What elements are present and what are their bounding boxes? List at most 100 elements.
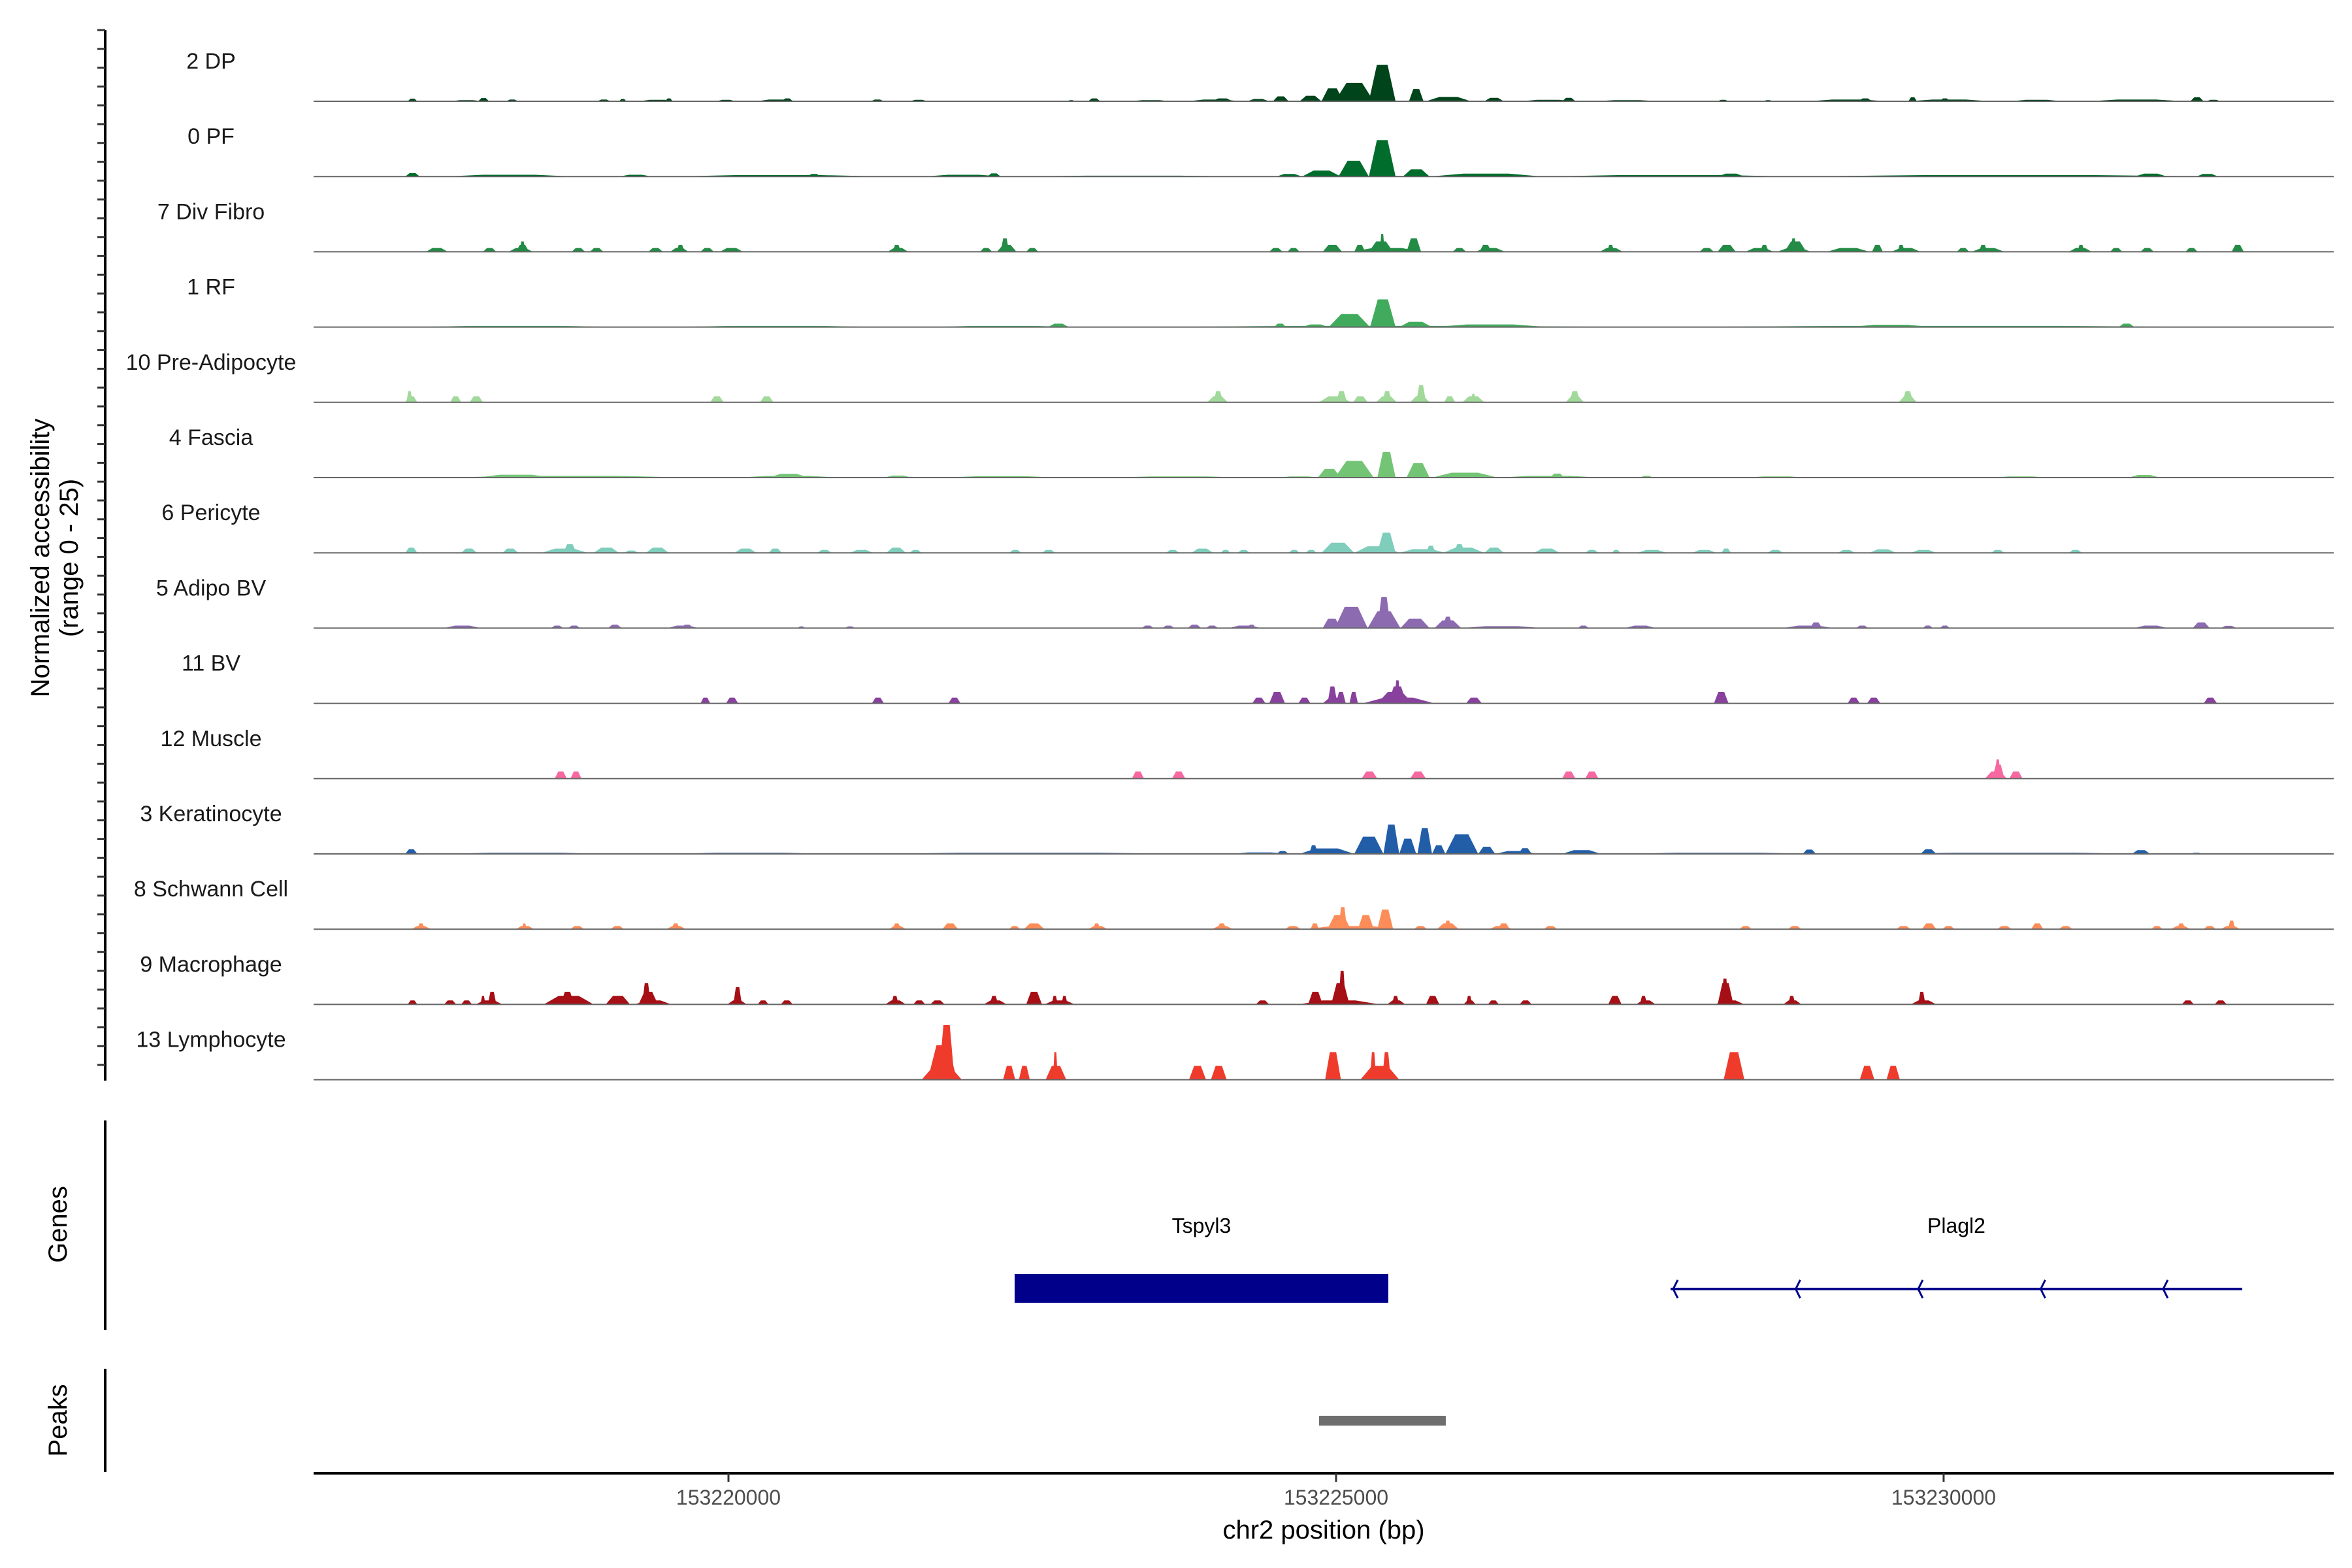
coverage-peak xyxy=(1399,838,1416,854)
track-label: 5 Adipo BV xyxy=(156,576,267,600)
x-tick-label: 153230000 xyxy=(1891,1486,1996,1509)
track-10-pre-adipocyte: 10 Pre-Adipocyte xyxy=(126,350,2334,403)
coverage-peak xyxy=(1767,549,1784,553)
coverage-peak xyxy=(676,244,685,252)
coverage-peak xyxy=(444,1000,457,1005)
coverage-peak xyxy=(521,923,527,930)
coverage-peak xyxy=(987,173,1001,177)
track-0-pf: 0 PF xyxy=(188,124,2334,178)
coverage-peak xyxy=(648,248,663,252)
coverage-peak xyxy=(1518,848,1532,854)
coverage-peak xyxy=(1691,549,1717,553)
coverage-peak xyxy=(1484,547,1504,553)
coverage-peak xyxy=(1790,238,1797,252)
coverage-peak xyxy=(1321,542,1354,553)
gene-annotations: Tspyl3 Plagl2 xyxy=(1015,1214,2242,1303)
coverage-peak xyxy=(483,248,497,252)
coverage-peak xyxy=(1092,923,1101,930)
strand-arrow-icon xyxy=(2162,1279,2169,1299)
coverage-peak xyxy=(1872,244,1883,252)
coverage-peak xyxy=(700,248,714,252)
coverage-peak xyxy=(1327,686,1337,704)
coverage-peak xyxy=(1721,548,1731,553)
coverage-peak xyxy=(1739,926,1752,930)
coverage-peak xyxy=(2134,173,2168,177)
track-label: 6 Pericyte xyxy=(161,500,260,525)
coverage-peak xyxy=(461,548,477,553)
coverage-peak xyxy=(1918,992,1926,1005)
coverage-peak xyxy=(1867,697,1881,704)
coverage-peak xyxy=(1717,244,1736,252)
coverage-peak xyxy=(645,547,669,553)
coverage-peak xyxy=(1827,248,1870,252)
track-label: 1 RF xyxy=(187,275,235,300)
track-9-macrophage: 9 Macrophage xyxy=(140,952,2334,1005)
coverage-peak xyxy=(502,548,519,553)
track-label: 4 Fascia xyxy=(169,425,253,450)
coverage-peak xyxy=(1454,544,1465,553)
y-axis-title-line1: Normalized accessibility xyxy=(26,419,55,698)
coverage-peak xyxy=(1444,396,1456,402)
coverage-peak xyxy=(1920,849,1936,854)
coverage-peak xyxy=(1429,173,1543,177)
coverage-peak xyxy=(1717,173,1744,177)
coverage-peak xyxy=(1009,926,1021,930)
coverage-peak xyxy=(1338,161,1369,177)
track-label: 7 Div Fibro xyxy=(157,199,265,224)
coverage-peak xyxy=(930,1000,945,1005)
coverage-peak xyxy=(1788,996,1796,1005)
coverage-peak xyxy=(1858,98,1872,101)
coverage-peak xyxy=(1585,549,1599,553)
coverage-peak xyxy=(1991,549,2004,553)
coverage-peak xyxy=(417,923,425,930)
coverage-peak xyxy=(1406,463,1430,478)
coverage-tracks: 2 DP 0 PF 7 Div Fibro 1 RF 10 Pre-Adipocyte 4… xyxy=(126,49,2334,1081)
coverage-peak xyxy=(1978,244,1987,252)
coverage-peak xyxy=(2118,323,2134,327)
coverage-peak xyxy=(1370,1052,1377,1080)
coverage-peak xyxy=(1335,692,1346,704)
coverage-peak xyxy=(1444,921,1452,930)
coverage-peak xyxy=(1886,1066,1900,1080)
coverage-peak xyxy=(1897,244,1905,252)
coverage-peak xyxy=(2068,549,2082,553)
coverage-peak xyxy=(2193,622,2210,629)
coverage-peak xyxy=(1940,98,1950,101)
strand-arrow-icon xyxy=(1794,1279,1801,1299)
coverage-peak xyxy=(1212,98,1233,101)
coverage-peak xyxy=(1354,836,1384,854)
coverage-peak xyxy=(406,391,413,402)
coverage-peak xyxy=(1445,834,1478,854)
coverage-peak xyxy=(1360,1066,1399,1080)
coverage-peak xyxy=(1338,970,1346,1005)
coverage-peak xyxy=(1269,692,1285,704)
coverage-peak xyxy=(2214,1000,2227,1005)
coverage-peak xyxy=(1995,759,2001,779)
coverage-peak xyxy=(989,996,998,1005)
coverage-peak xyxy=(589,248,604,252)
gene-plagl2: Plagl2 xyxy=(1671,1214,2242,1299)
coverage-peak xyxy=(405,172,420,177)
coverage-peak xyxy=(1252,697,1266,704)
coverage-peak xyxy=(757,1000,769,1005)
coverage-peak xyxy=(606,996,630,1005)
coverage-peak xyxy=(1377,596,1391,629)
coverage-peak xyxy=(1426,546,1436,553)
coverage-peak xyxy=(1410,771,1426,779)
coverage-peak xyxy=(1497,923,1510,930)
coverage-peak xyxy=(2077,244,2085,252)
coverage-peak xyxy=(1019,1066,1030,1080)
coverage-peak xyxy=(1299,95,1322,101)
track-label: 12 Muscle xyxy=(161,727,262,751)
coverage-peak xyxy=(519,241,526,252)
coverage-peak xyxy=(1061,996,1068,1005)
coverage-peak xyxy=(1431,845,1446,854)
coverage-peak xyxy=(1377,532,1396,553)
track-label: 3 Keratinocyte xyxy=(140,802,282,826)
coverage-peak xyxy=(450,396,461,402)
strand-arrow-icon xyxy=(1917,1279,1924,1299)
coverage-peak xyxy=(681,625,694,629)
coverage-peak xyxy=(1723,1052,1744,1080)
coverage-peak xyxy=(938,1025,955,1080)
